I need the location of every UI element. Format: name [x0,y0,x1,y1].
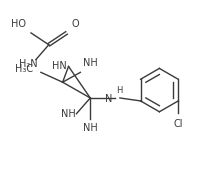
Text: NH: NH [83,123,98,133]
Text: HO: HO [11,19,26,29]
Text: HN: HN [52,60,67,70]
Text: H₃C: H₃C [15,65,33,74]
Text: H₂N: H₂N [19,59,38,69]
Text: Cl: Cl [173,119,183,129]
Text: NH: NH [61,109,75,119]
Text: H: H [116,86,122,95]
Text: O: O [71,19,79,29]
Text: NH: NH [83,58,98,68]
Text: N: N [105,94,112,104]
